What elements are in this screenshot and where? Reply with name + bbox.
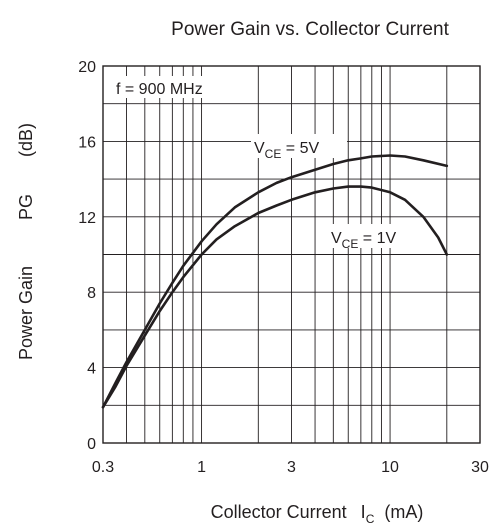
x-tick-label: 0.3 bbox=[92, 459, 114, 476]
x-tick-label: 30 bbox=[471, 459, 489, 476]
y-axis-label: Power Gain PG (dB) bbox=[16, 123, 36, 360]
curves bbox=[101, 154, 449, 409]
series-label-vce-5v: VCE = 5V bbox=[251, 134, 347, 161]
series-label-vce-1v: VCE = 1V bbox=[328, 224, 424, 251]
x-tick-labels: 0.3 1 3 10 30 bbox=[92, 459, 489, 476]
y-tick-labels: 0 4 8 12 16 20 bbox=[78, 59, 96, 453]
plot-frame bbox=[102, 65, 481, 444]
series-label-1v-sub: CE bbox=[342, 237, 359, 251]
series-label-1v-rest: = 1V bbox=[358, 230, 396, 247]
y-tick-label: 8 bbox=[87, 285, 96, 302]
series-label-5v-main: V bbox=[254, 140, 265, 157]
svg-text:PG: PG bbox=[16, 194, 36, 220]
svg-text:Power Gain: Power Gain bbox=[16, 266, 36, 360]
grid bbox=[103, 66, 480, 443]
y-tick-label: 20 bbox=[78, 59, 96, 76]
y-tick-label: 4 bbox=[87, 361, 96, 378]
series-line-vce-5v bbox=[101, 154, 449, 409]
y-tick-label: 16 bbox=[78, 134, 96, 151]
y-tick-label: 0 bbox=[87, 436, 96, 453]
series-label-5v-rest: = 5V bbox=[281, 140, 319, 157]
x-tick-label: 1 bbox=[197, 459, 206, 476]
svg-text:VCE = 1V: VCE = 1V bbox=[331, 230, 396, 251]
series-line-vce-1v bbox=[101, 185, 449, 409]
frequency-label: f = 900 MHz bbox=[116, 81, 203, 98]
chart-title: Power Gain vs. Collector Current bbox=[171, 19, 449, 40]
x-tick-label: 3 bbox=[287, 459, 296, 476]
series-label-5v-sub: CE bbox=[265, 147, 282, 161]
x-tick-label: 10 bbox=[381, 459, 399, 476]
series-label-1v-main: V bbox=[331, 230, 342, 247]
condition-annotation: f = 900 MHz bbox=[110, 76, 228, 98]
svg-text:(dB): (dB) bbox=[16, 123, 36, 157]
y-tick-label: 12 bbox=[78, 210, 96, 227]
x-axis-label: Collector Current IC (mA) bbox=[211, 502, 424, 526]
svg-text:VCE = 5V: VCE = 5V bbox=[254, 140, 319, 161]
